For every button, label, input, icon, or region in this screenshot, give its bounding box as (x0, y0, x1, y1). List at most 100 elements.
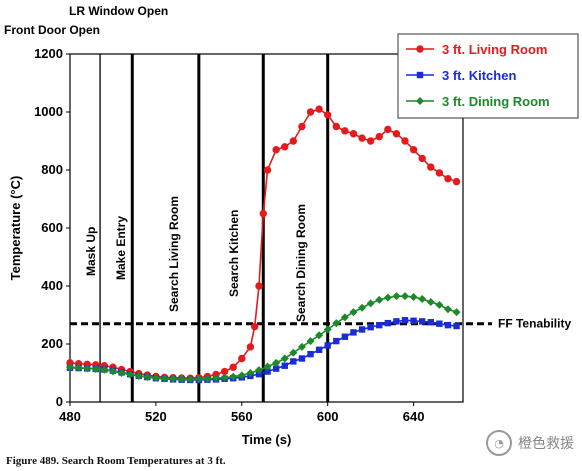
data-point (281, 362, 288, 369)
data-point (401, 137, 409, 145)
data-point (350, 329, 357, 336)
data-point (134, 371, 143, 380)
data-point (263, 166, 272, 174)
data-point (367, 323, 374, 331)
data-point (298, 122, 306, 131)
data-point (306, 108, 315, 116)
event-label: Search Living Room (167, 196, 181, 312)
data-point (143, 373, 152, 382)
data-point (289, 348, 298, 357)
data-point (83, 364, 92, 373)
data-point (259, 209, 267, 218)
data-point (91, 364, 100, 373)
y-axis-label: Temperature (°C) (8, 176, 23, 281)
data-point (255, 370, 263, 378)
data-point (238, 354, 246, 363)
event-label-lr-window: LR Window Open (69, 4, 168, 18)
legend-swatch-marker (416, 71, 424, 79)
data-point (272, 358, 281, 367)
data-point (272, 146, 280, 154)
data-point (401, 292, 410, 301)
x-tick-label: 520 (145, 409, 167, 424)
data-point (435, 300, 444, 309)
event-label: Search Kitchen (227, 210, 241, 297)
data-point (358, 303, 367, 312)
y-tick-label: 1200 (34, 46, 63, 61)
legend-swatch-marker (416, 45, 424, 53)
data-point (427, 319, 434, 326)
data-point (281, 143, 289, 151)
event-label-front-door: Front Door Open (4, 23, 100, 37)
data-point (349, 130, 358, 138)
data-point (452, 177, 461, 186)
data-point (324, 342, 331, 349)
data-point (126, 370, 135, 379)
legend-swatch-marker (416, 97, 424, 105)
data-point (384, 319, 392, 327)
y-tick-label: 0 (56, 394, 63, 409)
x-tick-label: 560 (231, 409, 253, 424)
data-point (393, 318, 400, 325)
data-point (366, 299, 375, 308)
data-point (66, 363, 74, 372)
data-point (410, 317, 417, 324)
data-point (117, 369, 126, 377)
data-point (100, 365, 109, 374)
data-point (427, 163, 435, 171)
data-point (74, 363, 83, 372)
data-point (392, 130, 401, 138)
data-point (436, 320, 443, 327)
data-point (376, 321, 383, 329)
event-label: Search Dining Room (294, 204, 308, 322)
data-point (426, 297, 435, 306)
data-point (298, 355, 306, 362)
data-point (177, 375, 186, 384)
plot-area: 0 200 400 600 800 1000 1200 480 520 560 600 640 Time… (4, 4, 579, 447)
legend-label: 3 ft. Living Room (442, 42, 547, 57)
data-point (263, 362, 272, 371)
data-point (384, 125, 392, 134)
data-point (194, 375, 203, 384)
data-point (435, 169, 444, 177)
data-point (272, 365, 280, 372)
data-point (289, 137, 298, 145)
data-point (409, 146, 418, 154)
y-tick-label: 400 (41, 278, 63, 293)
legend-label: 3 ft. Kitchen (442, 68, 516, 83)
data-point (297, 342, 306, 351)
data-point (229, 363, 237, 371)
data-point (358, 326, 366, 333)
legend-label: 3 ft. Dining Room (442, 94, 550, 109)
x-tick-label: 640 (403, 409, 425, 424)
data-point (443, 305, 452, 314)
y-tick-label: 600 (41, 220, 63, 235)
data-point (315, 105, 323, 113)
data-point (340, 313, 349, 322)
y-tick-label: 800 (41, 162, 63, 177)
data-point (220, 373, 229, 382)
data-point (280, 354, 289, 363)
data-point (307, 350, 314, 358)
data-point (237, 371, 246, 380)
x-tick-label: 480 (59, 409, 81, 424)
data-point (212, 374, 221, 383)
data-point (349, 308, 358, 317)
data-point (254, 366, 263, 375)
data-point (392, 292, 401, 301)
data-point (333, 337, 340, 345)
data-point (452, 308, 461, 317)
data-point (250, 322, 259, 331)
watermark: ◔ 橙色救援 (486, 430, 574, 456)
data-point (290, 358, 297, 365)
data-point (453, 322, 460, 330)
data-point (444, 321, 452, 329)
data-point (332, 319, 341, 328)
legend-box (397, 33, 579, 119)
data-point (246, 343, 255, 351)
data-point (409, 293, 418, 302)
data-point (444, 175, 452, 183)
watermark-icon: ◔ (486, 430, 512, 456)
data-point (358, 134, 366, 142)
data-point (151, 373, 160, 382)
